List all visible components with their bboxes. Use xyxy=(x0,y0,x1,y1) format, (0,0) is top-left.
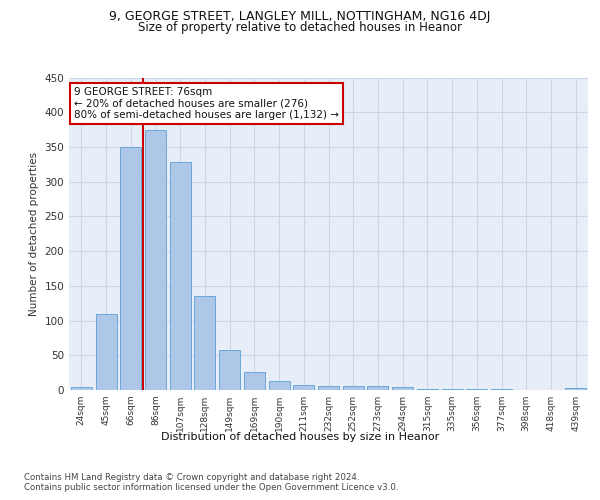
Bar xyxy=(293,385,314,390)
Bar xyxy=(145,130,166,390)
Bar xyxy=(417,388,438,390)
Bar xyxy=(367,386,388,390)
Text: Contains public sector information licensed under the Open Government Licence v3: Contains public sector information licen… xyxy=(24,484,398,492)
Text: 9, GEORGE STREET, LANGLEY MILL, NOTTINGHAM, NG16 4DJ: 9, GEORGE STREET, LANGLEY MILL, NOTTINGH… xyxy=(109,10,491,23)
Bar xyxy=(318,386,339,390)
Bar xyxy=(565,388,586,390)
Bar xyxy=(269,381,290,390)
Text: Distribution of detached houses by size in Heanor: Distribution of detached houses by size … xyxy=(161,432,439,442)
Bar xyxy=(71,386,92,390)
Text: 9 GEORGE STREET: 76sqm
← 20% of detached houses are smaller (276)
80% of semi-de: 9 GEORGE STREET: 76sqm ← 20% of detached… xyxy=(74,87,339,120)
Text: Contains HM Land Registry data © Crown copyright and database right 2024.: Contains HM Land Registry data © Crown c… xyxy=(24,472,359,482)
Text: Size of property relative to detached houses in Heanor: Size of property relative to detached ho… xyxy=(138,21,462,34)
Bar xyxy=(219,350,240,390)
Bar xyxy=(343,386,364,390)
Bar xyxy=(392,387,413,390)
Bar xyxy=(194,296,215,390)
Bar xyxy=(244,372,265,390)
Bar xyxy=(120,147,141,390)
Bar xyxy=(95,314,116,390)
Y-axis label: Number of detached properties: Number of detached properties xyxy=(29,152,39,316)
Bar xyxy=(170,162,191,390)
